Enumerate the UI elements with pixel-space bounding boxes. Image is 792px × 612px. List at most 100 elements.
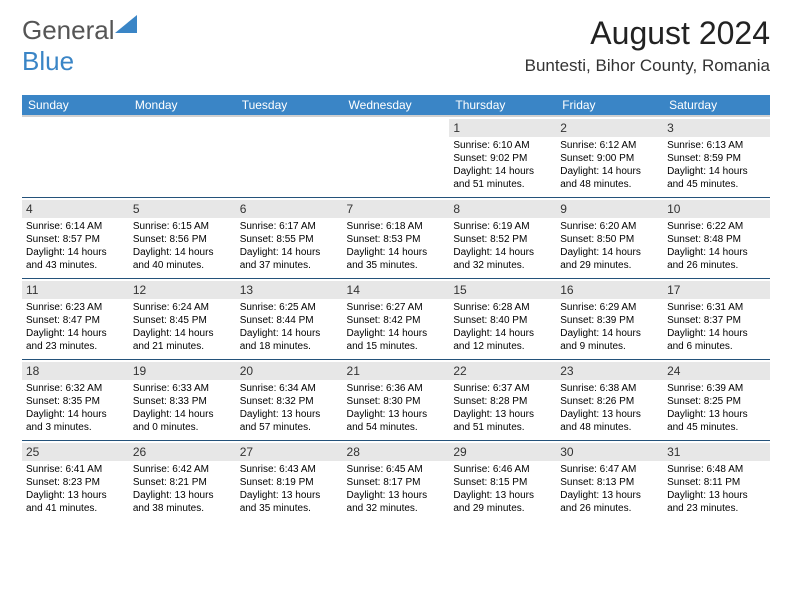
calendar-day-cell: 10Sunrise: 6:22 AMSunset: 8:48 PMDayligh… (663, 198, 770, 279)
day-header: Thursday (449, 95, 556, 116)
daylight-text: Daylight: 13 hours and 32 minutes. (347, 489, 446, 515)
day-header: Friday (556, 95, 663, 116)
calendar-day-cell: 2Sunrise: 6:12 AMSunset: 9:00 PMDaylight… (556, 116, 663, 198)
day-number: 29 (449, 443, 556, 461)
calendar-day-cell (343, 116, 450, 198)
daylight-text: Daylight: 14 hours and 3 minutes. (26, 408, 125, 434)
sunrise-text: Sunrise: 6:15 AM (133, 220, 232, 233)
calendar-day-cell: 27Sunrise: 6:43 AMSunset: 8:19 PMDayligh… (236, 441, 343, 522)
day-number: 13 (236, 281, 343, 299)
sunset-text: Sunset: 8:48 PM (667, 233, 766, 246)
day-number: 11 (22, 281, 129, 299)
daylight-text: Daylight: 14 hours and 0 minutes. (133, 408, 232, 434)
calendar-day-cell: 17Sunrise: 6:31 AMSunset: 8:37 PMDayligh… (663, 279, 770, 360)
sunrise-text: Sunrise: 6:38 AM (560, 382, 659, 395)
daylight-text: Daylight: 13 hours and 51 minutes. (453, 408, 552, 434)
sunset-text: Sunset: 8:52 PM (453, 233, 552, 246)
sunset-text: Sunset: 8:47 PM (26, 314, 125, 327)
day-details: Sunrise: 6:41 AMSunset: 8:23 PMDaylight:… (26, 463, 125, 515)
sunrise-text: Sunrise: 6:32 AM (26, 382, 125, 395)
logo: General Blue (22, 15, 137, 77)
sunset-text: Sunset: 8:26 PM (560, 395, 659, 408)
sunrise-text: Sunrise: 6:19 AM (453, 220, 552, 233)
calendar-day-cell: 1 Sunrise: 6:10 AMSunset: 9:02 PMDaylight… (449, 116, 556, 198)
day-number: 8 (449, 200, 556, 218)
day-header: Monday (129, 95, 236, 116)
sunset-text: Sunset: 8:57 PM (26, 233, 125, 246)
day-number: 20 (236, 362, 343, 380)
sunset-text: Sunset: 8:39 PM (560, 314, 659, 327)
title-block: August 2024 Buntesti, Bihor County, Roma… (525, 15, 770, 76)
day-number: 30 (556, 443, 663, 461)
sunset-text: Sunset: 8:13 PM (560, 476, 659, 489)
calendar-day-cell (129, 116, 236, 198)
calendar-day-cell: 25Sunrise: 6:41 AMSunset: 8:23 PMDayligh… (22, 441, 129, 522)
day-details: Sunrise: 6:32 AMSunset: 8:35 PMDaylight:… (26, 382, 125, 434)
daylight-text: Daylight: 13 hours and 54 minutes. (347, 408, 446, 434)
day-number: 22 (449, 362, 556, 380)
logo-text: General Blue (22, 15, 137, 77)
sunrise-text: Sunrise: 6:29 AM (560, 301, 659, 314)
sunset-text: Sunset: 9:02 PM (453, 152, 552, 165)
sunrise-text: Sunrise: 6:34 AM (240, 382, 339, 395)
daylight-text: Daylight: 14 hours and 40 minutes. (133, 246, 232, 272)
calendar-day-cell: 30Sunrise: 6:47 AMSunset: 8:13 PMDayligh… (556, 441, 663, 522)
calendar-day-cell: 4Sunrise: 6:14 AMSunset: 8:57 PMDaylight… (22, 198, 129, 279)
sunset-text: Sunset: 8:50 PM (560, 233, 659, 246)
calendar-day-cell: 21Sunrise: 6:36 AMSunset: 8:30 PMDayligh… (343, 360, 450, 441)
sunset-text: Sunset: 8:53 PM (347, 233, 446, 246)
calendar-day-cell: 6Sunrise: 6:17 AMSunset: 8:55 PMDaylight… (236, 198, 343, 279)
calendar-day-cell: 24Sunrise: 6:39 AMSunset: 8:25 PMDayligh… (663, 360, 770, 441)
sunrise-text: Sunrise: 6:20 AM (560, 220, 659, 233)
day-details: Sunrise: 6:33 AMSunset: 8:33 PMDaylight:… (133, 382, 232, 434)
day-details: Sunrise: 6:43 AMSunset: 8:19 PMDaylight:… (240, 463, 339, 515)
day-number: 2 (556, 119, 663, 137)
day-details: Sunrise: 6:22 AMSunset: 8:48 PMDaylight:… (667, 220, 766, 272)
sunset-text: Sunset: 8:45 PM (133, 314, 232, 327)
day-details: Sunrise: 6:27 AMSunset: 8:42 PMDaylight:… (347, 301, 446, 353)
daylight-text: Daylight: 14 hours and 12 minutes. (453, 327, 552, 353)
day-details: Sunrise: 6:36 AMSunset: 8:30 PMDaylight:… (347, 382, 446, 434)
sunrise-text: Sunrise: 6:28 AM (453, 301, 552, 314)
sunset-text: Sunset: 8:11 PM (667, 476, 766, 489)
sunrise-text: Sunrise: 6:27 AM (347, 301, 446, 314)
calendar-day-cell: 31Sunrise: 6:48 AMSunset: 8:11 PMDayligh… (663, 441, 770, 522)
calendar-day-cell: 9Sunrise: 6:20 AMSunset: 8:50 PMDaylight… (556, 198, 663, 279)
daylight-text: Daylight: 13 hours and 45 minutes. (667, 408, 766, 434)
day-number: 31 (663, 443, 770, 461)
day-header: Saturday (663, 95, 770, 116)
sunset-text: Sunset: 8:40 PM (453, 314, 552, 327)
sunrise-text: Sunrise: 6:41 AM (26, 463, 125, 476)
day-details: Sunrise: 6:10 AMSunset: 9:02 PMDaylight:… (453, 139, 552, 191)
calendar-day-cell: 26Sunrise: 6:42 AMSunset: 8:21 PMDayligh… (129, 441, 236, 522)
sunset-text: Sunset: 8:37 PM (667, 314, 766, 327)
day-number: 19 (129, 362, 236, 380)
calendar-day-cell: 20 Sunrise: 6:34 AMSunset: 8:32 PMDayligh… (236, 360, 343, 441)
day-details: Sunrise: 6:34 AMSunset: 8:32 PMDaylight:… (240, 382, 339, 434)
calendar-day-cell: 3Sunrise: 6:13 AMSunset: 8:59 PMDaylight… (663, 116, 770, 198)
calendar-day-cell: 29Sunrise: 6:46 AMSunset: 8:15 PMDayligh… (449, 441, 556, 522)
day-details: Sunrise: 6:37 AMSunset: 8:28 PMDaylight:… (453, 382, 552, 434)
sunset-text: Sunset: 8:35 PM (26, 395, 125, 408)
location: Buntesti, Bihor County, Romania (525, 56, 770, 76)
sunrise-text: Sunrise: 6:14 AM (26, 220, 125, 233)
calendar-day-cell: 5Sunrise: 6:15 AMSunset: 8:56 PMDaylight… (129, 198, 236, 279)
day-number: 4 (22, 200, 129, 218)
daylight-text: Daylight: 14 hours and 35 minutes. (347, 246, 446, 272)
day-header: Wednesday (343, 95, 450, 116)
calendar-day-cell: 11Sunrise: 6:23 AMSunset: 8:47 PMDayligh… (22, 279, 129, 360)
calendar-day-cell: 19 Sunrise: 6:33 AMSunset: 8:33 PMDayligh… (129, 360, 236, 441)
sunrise-text: Sunrise: 6:45 AM (347, 463, 446, 476)
month-title: August 2024 (525, 15, 770, 52)
day-number: 1 (449, 119, 556, 137)
day-number: 15 (449, 281, 556, 299)
day-details: Sunrise: 6:45 AMSunset: 8:17 PMDaylight:… (347, 463, 446, 515)
sunrise-text: Sunrise: 6:17 AM (240, 220, 339, 233)
daylight-text: Daylight: 13 hours and 41 minutes. (26, 489, 125, 515)
sunset-text: Sunset: 8:33 PM (133, 395, 232, 408)
daylight-text: Daylight: 14 hours and 6 minutes. (667, 327, 766, 353)
daylight-text: Daylight: 13 hours and 23 minutes. (667, 489, 766, 515)
calendar-day-cell: 12Sunrise: 6:24 AMSunset: 8:45 PMDayligh… (129, 279, 236, 360)
sunset-text: Sunset: 8:44 PM (240, 314, 339, 327)
day-number: 7 (343, 200, 450, 218)
